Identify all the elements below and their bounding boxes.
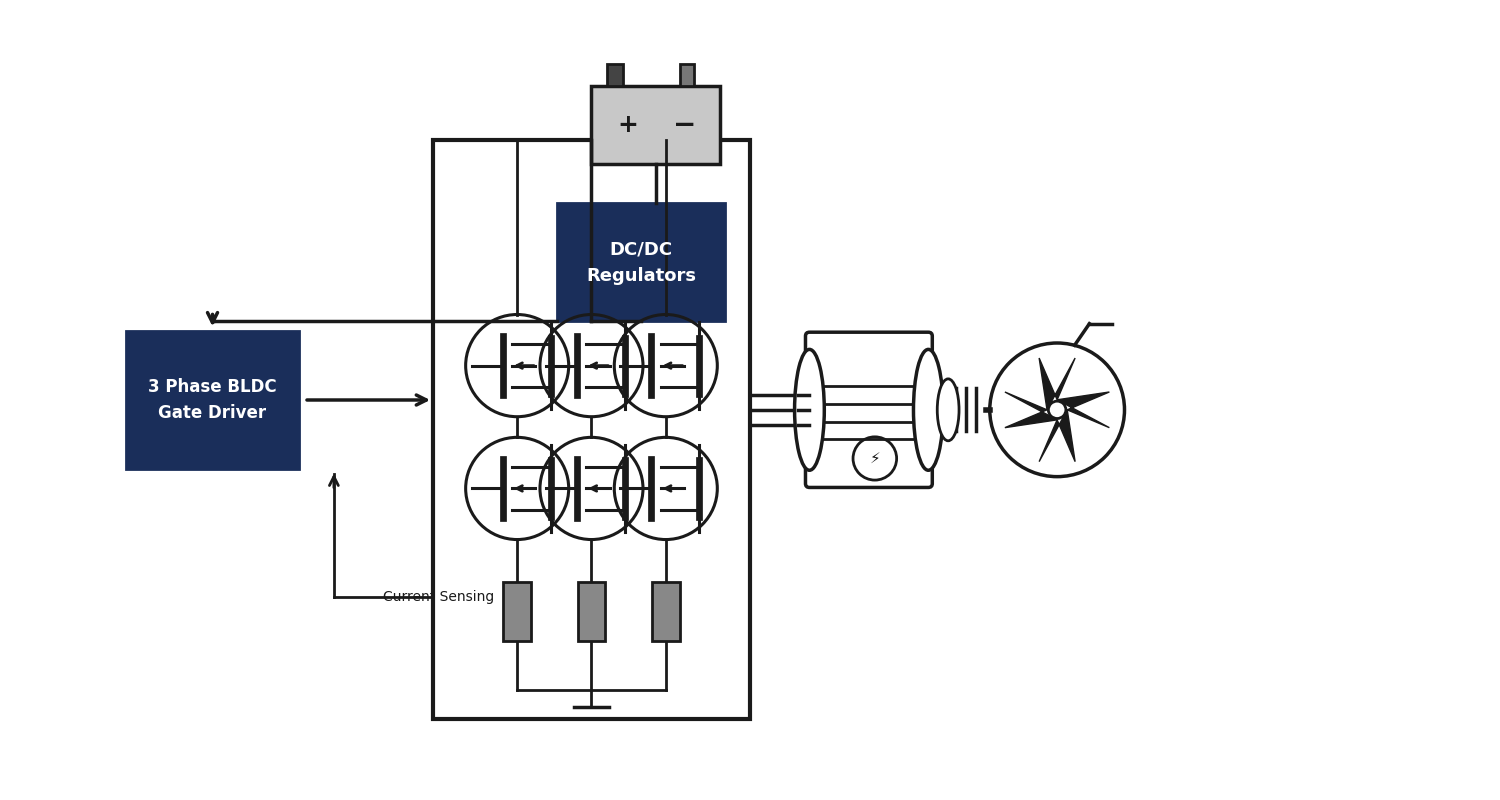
FancyBboxPatch shape (433, 140, 750, 719)
FancyBboxPatch shape (806, 332, 933, 487)
Polygon shape (1040, 358, 1076, 410)
Circle shape (1048, 401, 1066, 418)
Text: −: − (672, 111, 696, 139)
Text: ⚡: ⚡ (870, 451, 880, 466)
Ellipse shape (938, 379, 958, 441)
FancyBboxPatch shape (680, 64, 693, 86)
FancyBboxPatch shape (606, 64, 622, 86)
FancyBboxPatch shape (504, 582, 531, 641)
FancyBboxPatch shape (126, 331, 298, 469)
Ellipse shape (914, 350, 944, 470)
FancyBboxPatch shape (556, 203, 724, 322)
FancyBboxPatch shape (578, 582, 606, 641)
Text: Current Sensing: Current Sensing (384, 590, 495, 603)
Text: +: + (616, 113, 638, 137)
FancyBboxPatch shape (591, 86, 720, 164)
Text: 3 Phase BLDC
Gate Driver: 3 Phase BLDC Gate Driver (148, 378, 278, 422)
Text: DC/DC
Regulators: DC/DC Regulators (586, 240, 696, 285)
Polygon shape (1058, 392, 1110, 428)
Polygon shape (1005, 392, 1058, 428)
Ellipse shape (795, 350, 825, 470)
FancyBboxPatch shape (652, 582, 680, 641)
Polygon shape (1040, 410, 1076, 462)
